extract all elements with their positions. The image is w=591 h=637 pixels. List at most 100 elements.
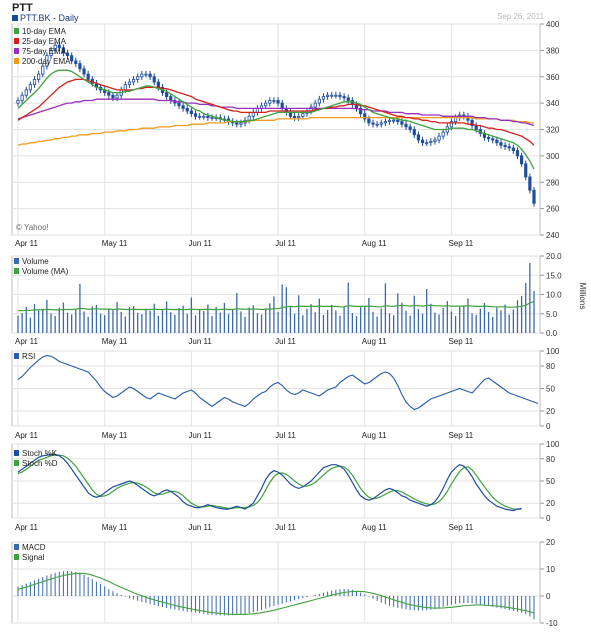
symbol-label-row: PTT.BK - Daily [12,13,79,23]
price-ytick-label: 300 [546,152,560,161]
price-candle [342,96,346,99]
price-candle [532,189,536,204]
x-tick-label: Jun 11 [188,523,212,532]
price-ytick-label: 260 [546,205,560,214]
price-candle [317,98,321,104]
price-candle [321,96,326,100]
price-ytick-label: 340 [546,99,560,108]
x-tick-label: Jul 11 [275,337,296,346]
price-candle [511,147,515,151]
legend-ema75-swatch [14,48,19,54]
volume-ytick-label: 5.0 [546,310,558,319]
price-ytick-label: 360 [546,73,560,82]
price-candle [152,76,156,83]
x-tick-label: Jul 11 [275,239,296,248]
price-candle [53,44,57,51]
stoch-panel [11,443,544,519]
price-candle [486,137,491,140]
ema10-line [17,69,535,170]
price-ytick-label: 320 [546,126,560,135]
x-tick-label: Apr 11 [15,239,39,248]
legend-stoch-k-swatch [14,450,19,456]
volume-ytick-label: 0.0 [546,329,558,338]
price-candle [198,115,202,118]
legend-ema200-swatch [14,58,19,64]
price-candle [412,129,416,136]
rsi-panel [11,350,544,427]
price-candle [404,123,408,128]
price-ytick-label: 240 [546,231,560,240]
price-candle [148,73,152,78]
rsi-ytick-label: 80 [546,362,555,371]
price-candle [515,150,520,157]
legend-ema25-swatch [14,38,19,44]
legend-macd-swatch [14,544,19,550]
price-candle [156,81,160,88]
price-candle [185,108,189,112]
price-candle [239,122,243,125]
stoch-ytick-label: 0 [546,514,551,523]
x-tick-label: Jul 11 [275,431,296,440]
price-candle [70,55,74,62]
price-candle [78,63,82,70]
legend-macd-label: MACD [22,543,46,552]
price-candle [470,119,474,126]
x-tick-label: May 11 [102,431,128,440]
x-tick-label: Aug 11 [362,337,387,346]
price-candle [272,100,276,102]
stoch-ytick-label: 100 [546,440,560,449]
price-candle [313,102,317,108]
price-candle [140,73,144,78]
price-candle [264,102,268,107]
price-candle [524,163,528,178]
price-candle [371,122,375,125]
volume-ytick-label: 20.0 [546,252,562,261]
macd-frame [11,541,541,624]
price-candle [400,121,404,125]
macd-ytick-label: 10 [546,565,555,574]
ema200-line [17,116,534,146]
legend-signal-swatch [14,554,19,560]
price-candle [379,122,383,125]
price-candle [433,139,437,142]
price-candle [45,55,49,67]
symbol-swatch [12,15,18,21]
price-candle [425,142,429,145]
signal-line [17,572,535,615]
legend-stoch-d-swatch [14,460,19,466]
price-candle [111,94,115,99]
legend-ema10-label: 10-day EMA [22,27,67,36]
price-candle [49,49,53,57]
rsi-ytick-label: 50 [546,385,555,394]
legend-ema75-label: 75-day EMA [22,47,67,56]
price-candle [363,113,367,120]
page-title: PTT [12,2,33,14]
price-candle [86,73,90,80]
stoch-ytick-label: 80 [546,455,555,464]
yahoo-watermark: © Yahoo! [16,223,49,232]
price-candle [416,134,421,141]
price-candle [338,94,342,97]
price-candle [520,155,524,165]
price-candle [408,126,412,130]
price-candle [276,100,280,104]
legend-stoch-k-label: Stoch %K [22,449,58,458]
price-candle [396,119,400,122]
volume-ytick-label: 15.0 [546,271,562,280]
legend-rsi-swatch [14,353,19,359]
price-candle [392,119,396,122]
symbol-label: PTT.BK - Daily [20,13,79,23]
macd-panel [11,541,544,624]
price-candle [268,100,272,104]
price-candle [123,84,127,91]
price-candle [334,94,338,97]
x-tick-label: Jun 11 [188,337,212,346]
price-candle [297,115,301,119]
volume-axis-label: Millions [578,283,587,310]
price-candle [24,89,28,96]
price-candle [144,73,148,76]
legend-signal-label: Signal [22,553,44,562]
price-candle [503,144,507,148]
price-candle [37,73,41,80]
price-candle [420,139,425,144]
